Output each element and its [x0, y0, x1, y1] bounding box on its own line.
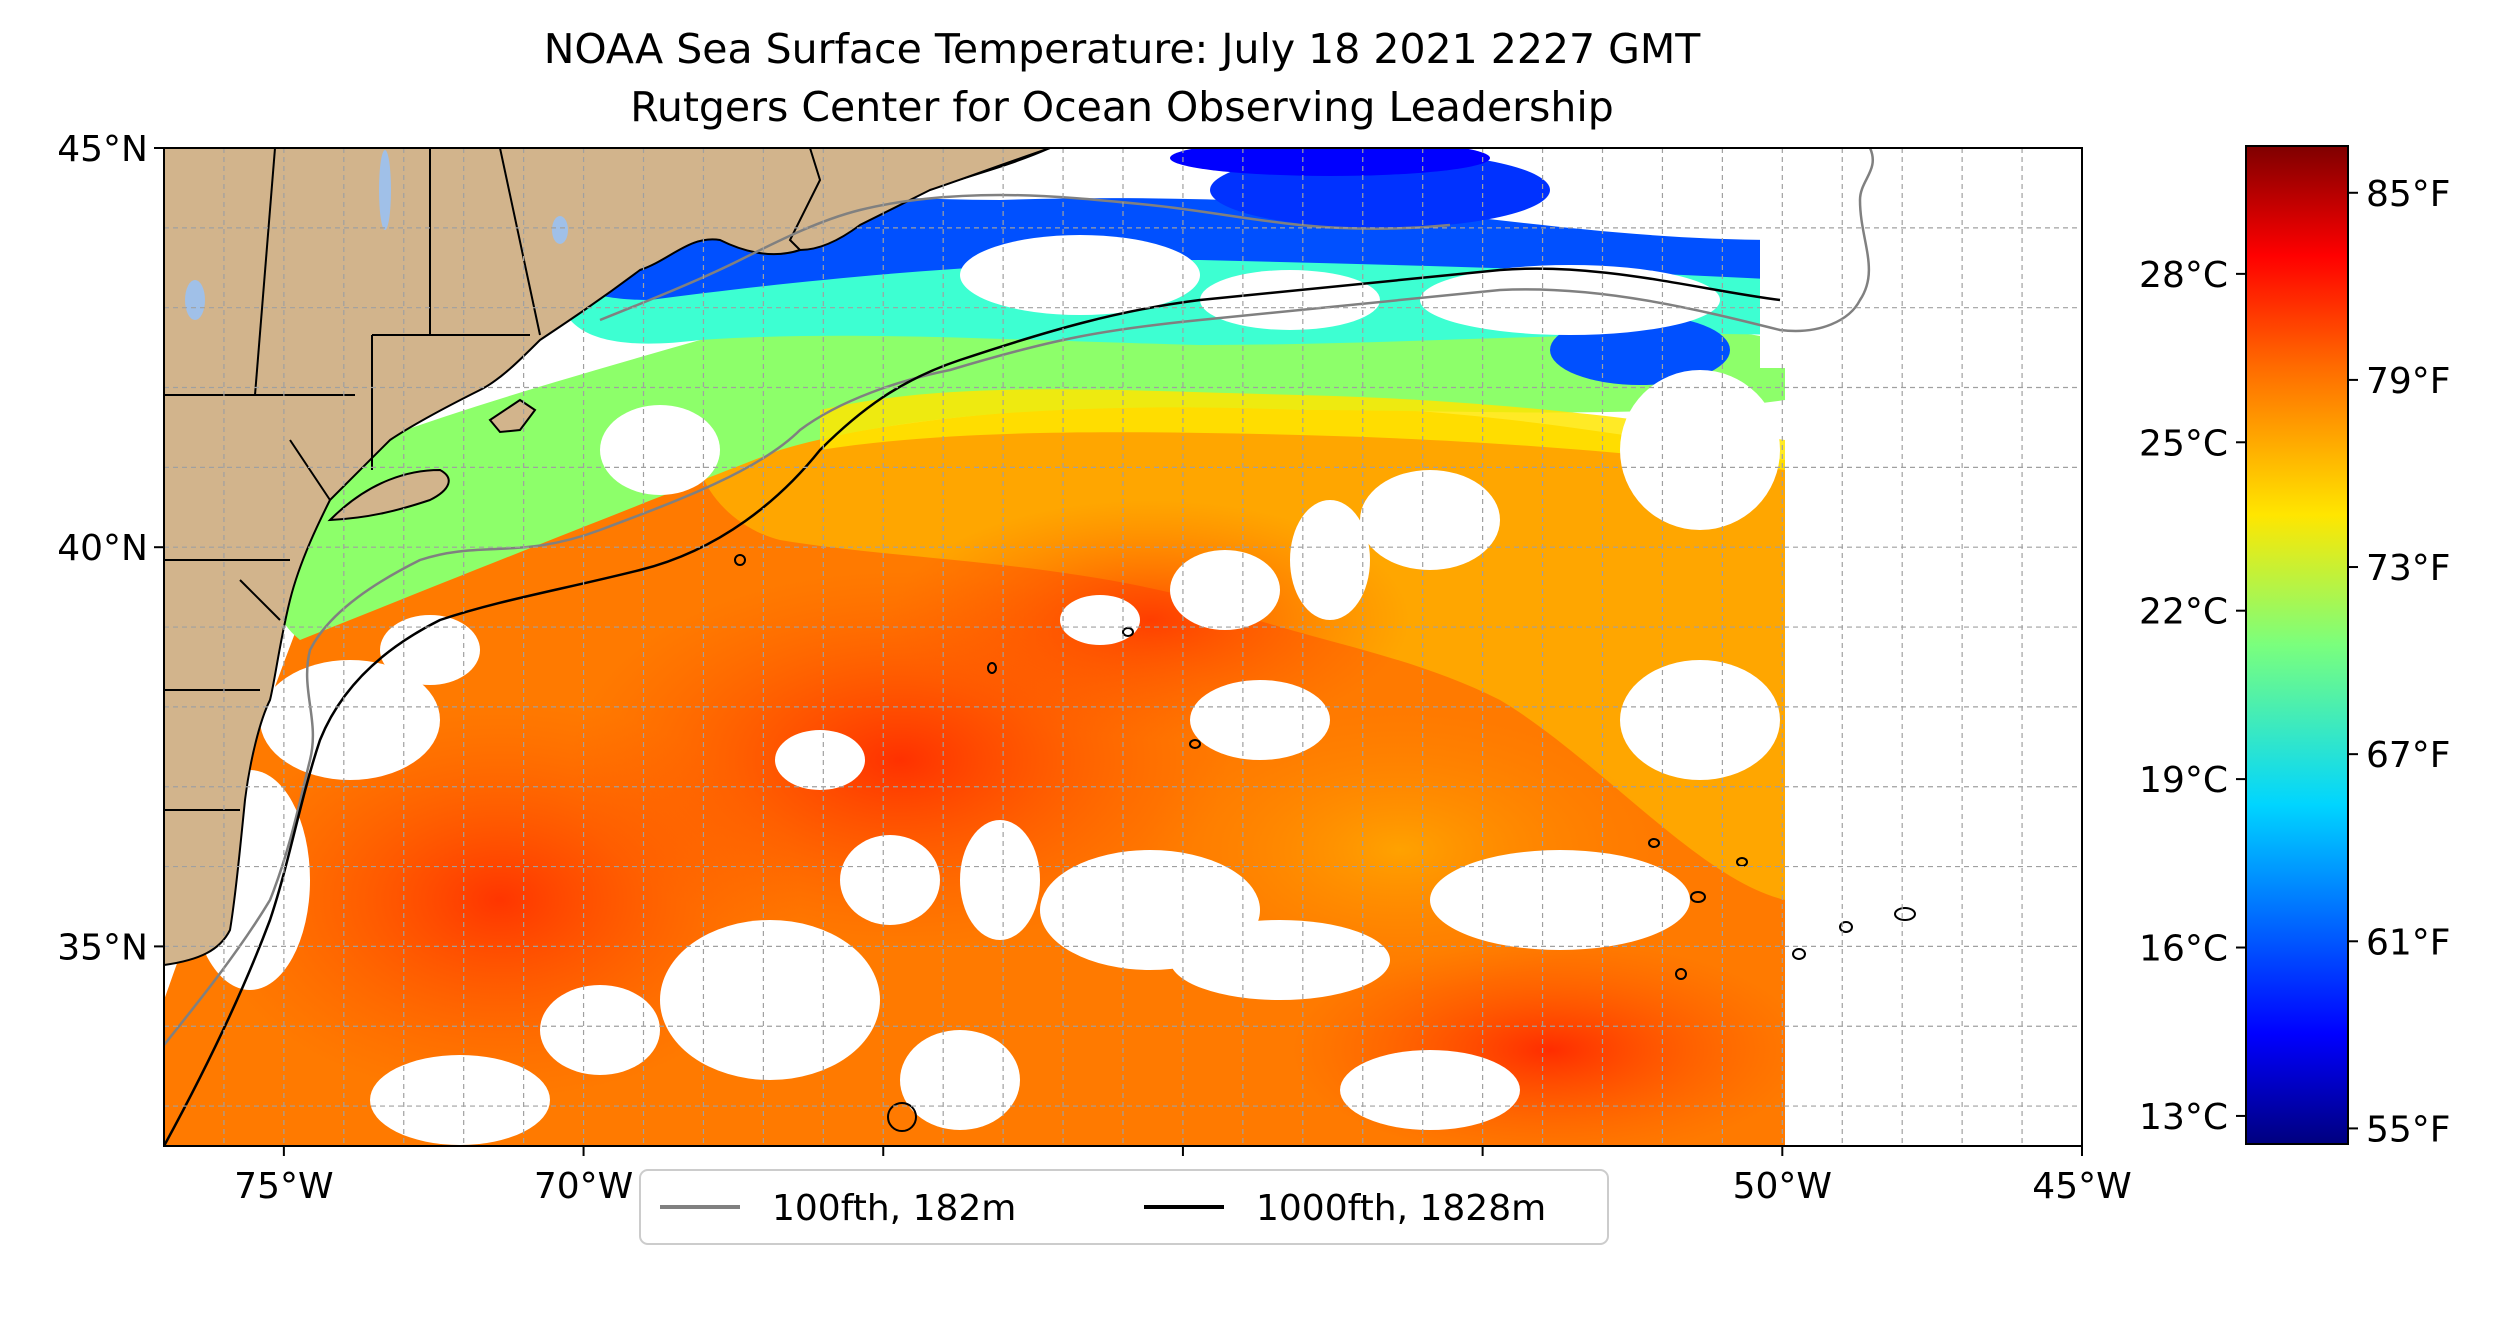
- cloud-patch: [600, 405, 720, 495]
- lakes: [185, 150, 568, 320]
- lon-tick-label: 70°W: [534, 1166, 633, 1207]
- contour-100fth: [164, 148, 1875, 1046]
- lake: [552, 216, 568, 244]
- cloud-patch: [960, 235, 1200, 315]
- cloud-patch: [370, 1055, 550, 1145]
- contour-100fth-gulf-of-maine: [599, 193, 1451, 322]
- cloud-patch: [1360, 470, 1500, 570]
- state-borders: [164, 148, 541, 811]
- sst-warm-core-3: [200, 700, 800, 1100]
- cloud-patch: [1620, 370, 1780, 530]
- fahrenheit-tick-label: 79°F: [2366, 361, 2451, 402]
- cloud-patch: [900, 1030, 1020, 1130]
- cloud-patch: [1620, 660, 1780, 780]
- legend-label-1000fth: 1000fth, 1828m: [1256, 1188, 1546, 1229]
- seamount: [1122, 627, 1134, 637]
- lat-tick-label: 40°N: [57, 528, 148, 569]
- land-islands: [327, 148, 1051, 522]
- cloud-patch: [1340, 1050, 1520, 1130]
- title-line-1: NOAA Sea Surface Temperature: July 18 20…: [544, 25, 1702, 73]
- cloud-patch: [1170, 920, 1390, 1000]
- fahrenheit-tick-label: 85°F: [2366, 174, 2451, 215]
- seamount: [1792, 948, 1806, 960]
- colorbar-fahrenheit-ticks: 85°F 79°F 73°F 67°F 61°F 55°F: [2348, 174, 2451, 1150]
- fahrenheit-tick-label: 55°F: [2366, 1109, 2451, 1150]
- seamounts: [734, 554, 1916, 1132]
- cloud-patch: [1200, 270, 1380, 330]
- cloud-patch: [775, 730, 865, 790]
- celsius-tick-label: 25°C: [2139, 423, 2228, 464]
- celsius-tick-label: 13°C: [2139, 1097, 2228, 1138]
- celsius-tick-label: 28°C: [2139, 255, 2228, 296]
- seamount: [1839, 921, 1853, 933]
- seamount: [1690, 891, 1706, 903]
- fahrenheit-tick-label: 61°F: [2366, 922, 2451, 963]
- colorbar: 85°F 79°F 73°F 67°F 61°F 55°F 28°C 25°C 22°C 19°…: [2139, 145, 2451, 1150]
- gridlines: [164, 148, 2082, 1146]
- cloud-patch: [1290, 500, 1370, 620]
- border-line: [499, 148, 541, 336]
- celsius-tick-label: 16°C: [2139, 929, 2228, 970]
- lat-tick-label: 35°N: [57, 927, 148, 968]
- contour-1000fth: [164, 267, 1781, 1146]
- sst-cold-blue-north: [1170, 148, 1490, 176]
- seamount: [1189, 739, 1201, 749]
- lake-champlain: [379, 150, 391, 230]
- cloud-patch: [540, 985, 660, 1075]
- sst-warm-core-2: [890, 500, 1410, 740]
- legend: 100fth, 182m 1000fth, 1828m: [639, 1169, 1609, 1245]
- border-line: [289, 439, 331, 501]
- colorbar-gradient: [2245, 145, 2349, 1145]
- fahrenheit-tick-label: 67°F: [2366, 735, 2451, 776]
- legend-box: [639, 1169, 1609, 1245]
- fahrenheit-tick-label: 73°F: [2366, 548, 2451, 589]
- title-line-2: Rutgers Center for Ocean Observing Leade…: [630, 83, 1614, 131]
- seamount: [1648, 838, 1660, 848]
- cloud-patch: [1060, 595, 1140, 645]
- seamount: [734, 554, 746, 566]
- lat-tick-label: 45°N: [57, 129, 148, 170]
- lake: [185, 280, 205, 320]
- colorbar-celsius-ticks: 28°C 25°C 22°C 19°C 16°C 13°C: [2139, 255, 2246, 1138]
- cloud-patch: [960, 820, 1040, 940]
- seamount: [1675, 968, 1687, 980]
- map-frame: [163, 147, 2083, 1147]
- lon-tick-label: 45°W: [2032, 1166, 2131, 1207]
- cloud-patch: [1190, 680, 1330, 760]
- cloud-mask: [190, 148, 2082, 1146]
- border-line: [254, 148, 276, 396]
- lon-tick-label: 75°W: [234, 1166, 333, 1207]
- no-data-far-northeast: [1760, 148, 2082, 368]
- cloud-patch: [380, 615, 480, 685]
- celsius-tick-label: 22°C: [2139, 592, 2228, 633]
- seamount: [987, 662, 997, 674]
- seamount: [1894, 907, 1916, 921]
- latitude-axis: 45°N 40°N 35°N: [57, 129, 164, 968]
- cloud-patch: [260, 660, 440, 780]
- land-long-island: [327, 468, 450, 522]
- cloud-patch: [1420, 265, 1720, 335]
- sst-orange-band: [700, 404, 1785, 900]
- cloud-patch: [840, 835, 940, 925]
- land-cape-cod: [488, 398, 537, 434]
- legend-label-100fth: 100fth, 182m: [772, 1188, 1016, 1229]
- cloud-patch: [1430, 850, 1690, 950]
- cloud-patch: [1170, 550, 1280, 630]
- cloud-patch: [660, 920, 880, 1080]
- land-nova-scotia: [788, 148, 1051, 252]
- lon-tick-label: 50°W: [1733, 1166, 1832, 1207]
- celsius-tick-label: 19°C: [2139, 760, 2228, 801]
- seamount-bermuda: [887, 1102, 917, 1132]
- map-panel: 75°W70°W65°W60°W55°W50°W45°W 45°N40°N35°…: [57, 129, 2131, 1207]
- border-line: [239, 579, 281, 621]
